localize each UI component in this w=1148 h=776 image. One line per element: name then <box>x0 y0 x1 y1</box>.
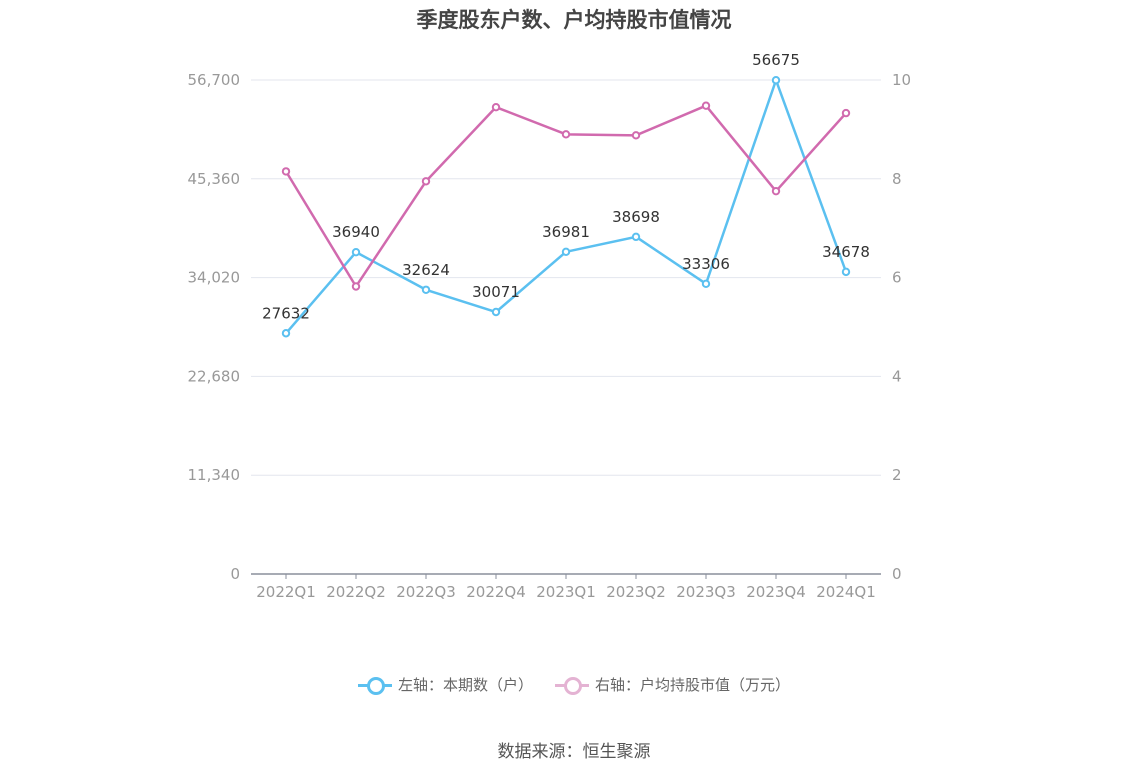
data-label-households: 30071 <box>472 283 520 301</box>
data-point-avg-holding-value <box>631 131 641 140</box>
data-label-households: 34678 <box>822 243 870 261</box>
data-point-households <box>421 285 431 294</box>
data-point-households <box>701 279 711 289</box>
left-axis-tick-label: 11,340 <box>188 466 241 484</box>
data-point-avg-holding-value <box>491 102 501 112</box>
x-axis-tick-label: 2022Q2 <box>326 583 386 601</box>
x-axis-tick-label: 2023Q1 <box>536 583 596 601</box>
right-axis-tick-label: 4 <box>892 367 902 385</box>
data-point-households <box>491 307 501 317</box>
legend-swatch-left-icon <box>357 675 392 695</box>
data-label-households: 27632 <box>262 304 310 322</box>
data-point-households <box>771 76 781 85</box>
chart-title: 季度股东户数、户均持股市值情况 <box>416 8 732 32</box>
source-note: 数据来源：恒生聚源 <box>497 742 651 762</box>
legend-item-right[interactable]: 右轴：户均持股市值（万元） <box>555 674 790 695</box>
legend-label-right: 右轴：户均持股市值（万元） <box>595 676 791 694</box>
data-point-avg-holding-value <box>771 186 781 196</box>
data-point-avg-holding-value <box>421 177 431 186</box>
x-axis-tick-label: 2022Q3 <box>396 583 456 601</box>
data-label-households: 36981 <box>542 223 590 241</box>
chart-plot: 0 0 11,340 2 22,680 4 34,020 6 45,360 8 56,700 10 20… <box>188 51 912 601</box>
chart-legend: 左轴：本期数（户） 右轴：户均持股市值（万元） <box>0 674 1148 695</box>
data-point-avg-holding-value <box>841 108 851 118</box>
data-point-households <box>351 247 361 257</box>
data-point-households <box>841 267 851 277</box>
data-label-households: 33306 <box>682 255 730 273</box>
x-axis-tick-label: 2023Q2 <box>606 583 666 601</box>
legend-label-left: 左轴：本期数（户） <box>397 676 533 694</box>
data-point-households <box>281 329 291 338</box>
legend-swatch-right-icon <box>555 675 589 695</box>
left-axis-tick-label: 0 <box>230 565 240 583</box>
left-axis-tick-label: 34,020 <box>188 269 241 287</box>
data-point-households <box>561 247 571 257</box>
legend-item-left[interactable]: 左轴：本期数（户） <box>357 674 533 695</box>
right-axis-tick-label: 6 <box>892 269 902 287</box>
data-point-avg-holding-value <box>281 167 291 176</box>
data-point-avg-holding-value <box>351 282 361 291</box>
data-label-households: 32624 <box>402 261 450 279</box>
x-axis-tick-label: 2024Q1 <box>816 583 876 601</box>
left-axis-tick-label: 56,700 <box>188 71 241 89</box>
data-label-households: 56675 <box>752 51 800 69</box>
x-axis-tick-label: 2023Q4 <box>746 583 806 601</box>
right-axis-tick-label: 10 <box>892 71 911 89</box>
left-axis-tick-label: 45,360 <box>188 170 241 188</box>
right-axis-tick-label: 2 <box>892 466 902 484</box>
x-axis-tick-label: 2023Q3 <box>676 583 736 601</box>
data-point-avg-holding-value <box>701 101 711 110</box>
right-axis-tick-label: 8 <box>892 170 902 188</box>
data-point-avg-holding-value <box>561 130 571 139</box>
right-axis-tick-label: 0 <box>892 565 902 583</box>
data-point-households <box>631 232 641 242</box>
left-axis-tick-label: 22,680 <box>188 367 241 385</box>
data-label-households: 36940 <box>332 223 380 241</box>
x-axis-tick-label: 2022Q1 <box>256 583 316 601</box>
series-line-households <box>285 78 848 335</box>
x-axis-tick-label: 2022Q4 <box>466 583 526 601</box>
data-label-households: 38698 <box>612 208 660 226</box>
